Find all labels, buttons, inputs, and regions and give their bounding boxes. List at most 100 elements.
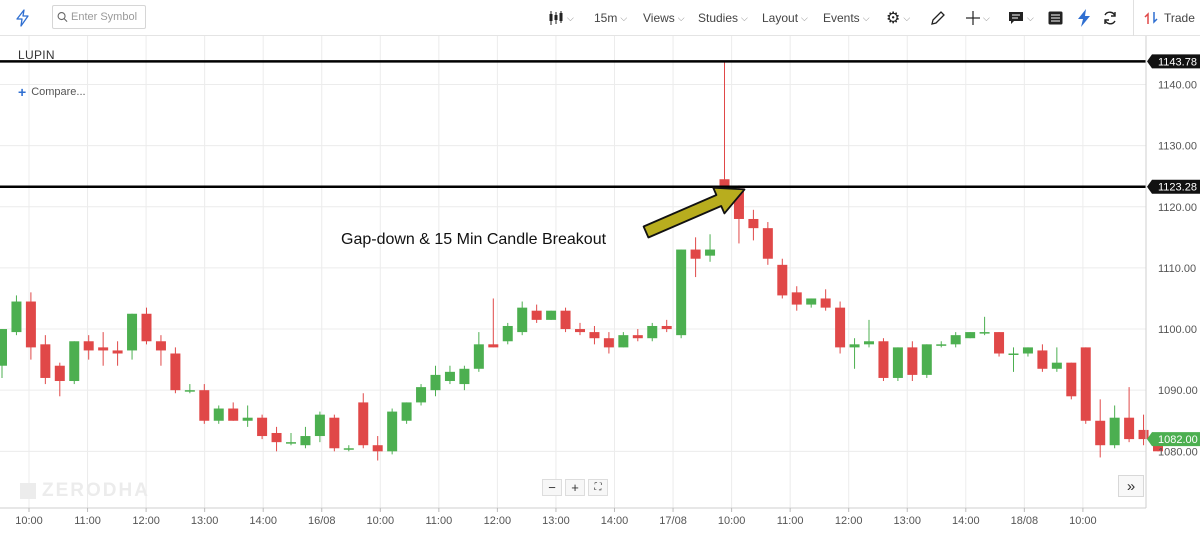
candle xyxy=(213,405,224,424)
candle-body xyxy=(820,298,831,308)
draw-button[interactable] xyxy=(930,0,946,36)
zoom-in-button[interactable]: + xyxy=(565,479,585,496)
candle-body xyxy=(473,344,484,369)
candle xyxy=(791,286,802,311)
candle-body xyxy=(835,307,846,348)
candle-body xyxy=(444,371,455,382)
candle xyxy=(141,307,152,345)
candle-body xyxy=(40,344,51,378)
candle-body xyxy=(416,387,427,403)
price-tag-box xyxy=(1147,179,1200,194)
lightning-logo-icon[interactable] xyxy=(14,0,32,36)
candle xyxy=(54,362,65,397)
y-tick-label: 1080.00 xyxy=(1158,446,1198,458)
candle xyxy=(517,301,528,336)
compare-button[interactable]: + Compare... xyxy=(18,84,86,100)
fit-screen-button[interactable]: ⛶ xyxy=(588,479,608,496)
y-tick-label: 1120.00 xyxy=(1158,202,1197,214)
chart-toolbar: ⌵ 15m ⌵ Views ⌵ Studies ⌵ Layout ⌵ Event… xyxy=(0,0,1200,36)
views-menu[interactable]: Views ⌵ xyxy=(643,0,685,36)
candle-body xyxy=(575,329,585,333)
data-window-button[interactable] xyxy=(1048,0,1063,36)
candle-body xyxy=(546,310,557,320)
horizontal-lines[interactable] xyxy=(0,60,1146,188)
candle xyxy=(618,332,629,348)
x-tick-label: 13:00 xyxy=(191,515,219,527)
events-menu[interactable]: Events ⌵ xyxy=(823,0,870,36)
candle xyxy=(719,61,730,192)
candle xyxy=(127,313,138,360)
candle-body xyxy=(921,344,932,375)
candle-body xyxy=(488,344,499,348)
candle-body xyxy=(531,310,542,320)
candle-body xyxy=(1138,429,1149,440)
studies-menu[interactable]: Studies ⌵ xyxy=(698,0,748,36)
candle-body xyxy=(1095,420,1106,446)
candle xyxy=(430,365,441,397)
settings-button[interactable]: ⚙ ⌵ xyxy=(886,0,910,36)
candle-body xyxy=(242,417,253,421)
price-tag-box xyxy=(1147,54,1200,69)
price-chart[interactable]: 1080.00 1090.00 1100.00 1110.00 1120.00 1130.… xyxy=(0,36,1200,541)
scroll-to-latest-button[interactable]: » xyxy=(1118,475,1144,497)
candle xyxy=(416,384,427,406)
candle xyxy=(343,445,354,452)
candle-body xyxy=(748,218,759,229)
price-tag: 1082.00 xyxy=(1147,432,1200,447)
interval-button[interactable]: 15m ⌵ xyxy=(594,0,627,36)
candle-body xyxy=(632,335,643,339)
candle-body xyxy=(358,402,369,446)
candle-body xyxy=(1124,417,1135,440)
candle-body xyxy=(184,390,195,392)
trade-button[interactable]: Trade xyxy=(1133,0,1195,36)
x-tick-label: 10:00 xyxy=(1069,515,1097,527)
watermark-icon xyxy=(20,483,36,499)
chevron-down-icon: ⌵ xyxy=(620,12,628,23)
candle xyxy=(921,344,932,378)
candle-body xyxy=(892,347,903,378)
candle-body xyxy=(705,249,716,256)
candle-body xyxy=(286,442,296,444)
time-axis[interactable]: 10:00 11:00 12:00 13:00 14:00 16/08 10:00 11:00… xyxy=(0,507,1146,527)
symbol-search-box[interactable] xyxy=(52,5,146,29)
y-tick-label: 1140.00 xyxy=(1158,79,1197,91)
candle-body xyxy=(141,313,152,342)
candle xyxy=(1066,362,1077,400)
candle xyxy=(1109,405,1120,449)
candle-body xyxy=(1037,350,1048,369)
crosshair-button[interactable]: ⌵ xyxy=(966,0,990,36)
flash-button[interactable] xyxy=(1077,0,1091,36)
candle xyxy=(907,341,918,382)
candle-body xyxy=(676,249,687,336)
comment-button[interactable]: ⌵ xyxy=(1008,0,1034,36)
symbol-search-input[interactable] xyxy=(68,11,145,23)
candle-body xyxy=(83,341,94,351)
x-tick-label: 17/08 xyxy=(659,515,687,527)
candle xyxy=(502,322,513,345)
candle-body xyxy=(965,332,976,339)
pencil-icon xyxy=(931,11,945,25)
candle xyxy=(286,432,296,446)
candle xyxy=(329,414,340,452)
candle-body xyxy=(661,325,672,330)
candle-body xyxy=(401,402,412,421)
layout-menu[interactable]: Layout ⌵ xyxy=(762,0,808,36)
candle xyxy=(372,436,383,461)
candle-body xyxy=(271,432,282,443)
studies-label: Studies xyxy=(698,11,739,25)
candle xyxy=(257,414,268,440)
candle xyxy=(1124,387,1135,443)
refresh-button[interactable] xyxy=(1102,0,1118,36)
candle xyxy=(69,341,80,385)
comment-icon xyxy=(1009,12,1023,24)
candle xyxy=(242,405,253,427)
chart-type-button[interactable]: ⌵ xyxy=(548,0,574,36)
zoom-out-button[interactable]: − xyxy=(542,479,562,496)
chevron-down-icon: ⌵ xyxy=(741,12,748,23)
candle-body xyxy=(98,347,109,351)
candle-body xyxy=(127,313,138,351)
price-tag-text: 1143.78 xyxy=(1158,56,1197,68)
price-tag-box xyxy=(1147,432,1200,447)
price-axis[interactable]: 1080.00 1090.00 1100.00 1110.00 1120.00 1130.… xyxy=(1145,36,1198,508)
crosshair-icon xyxy=(966,11,980,25)
